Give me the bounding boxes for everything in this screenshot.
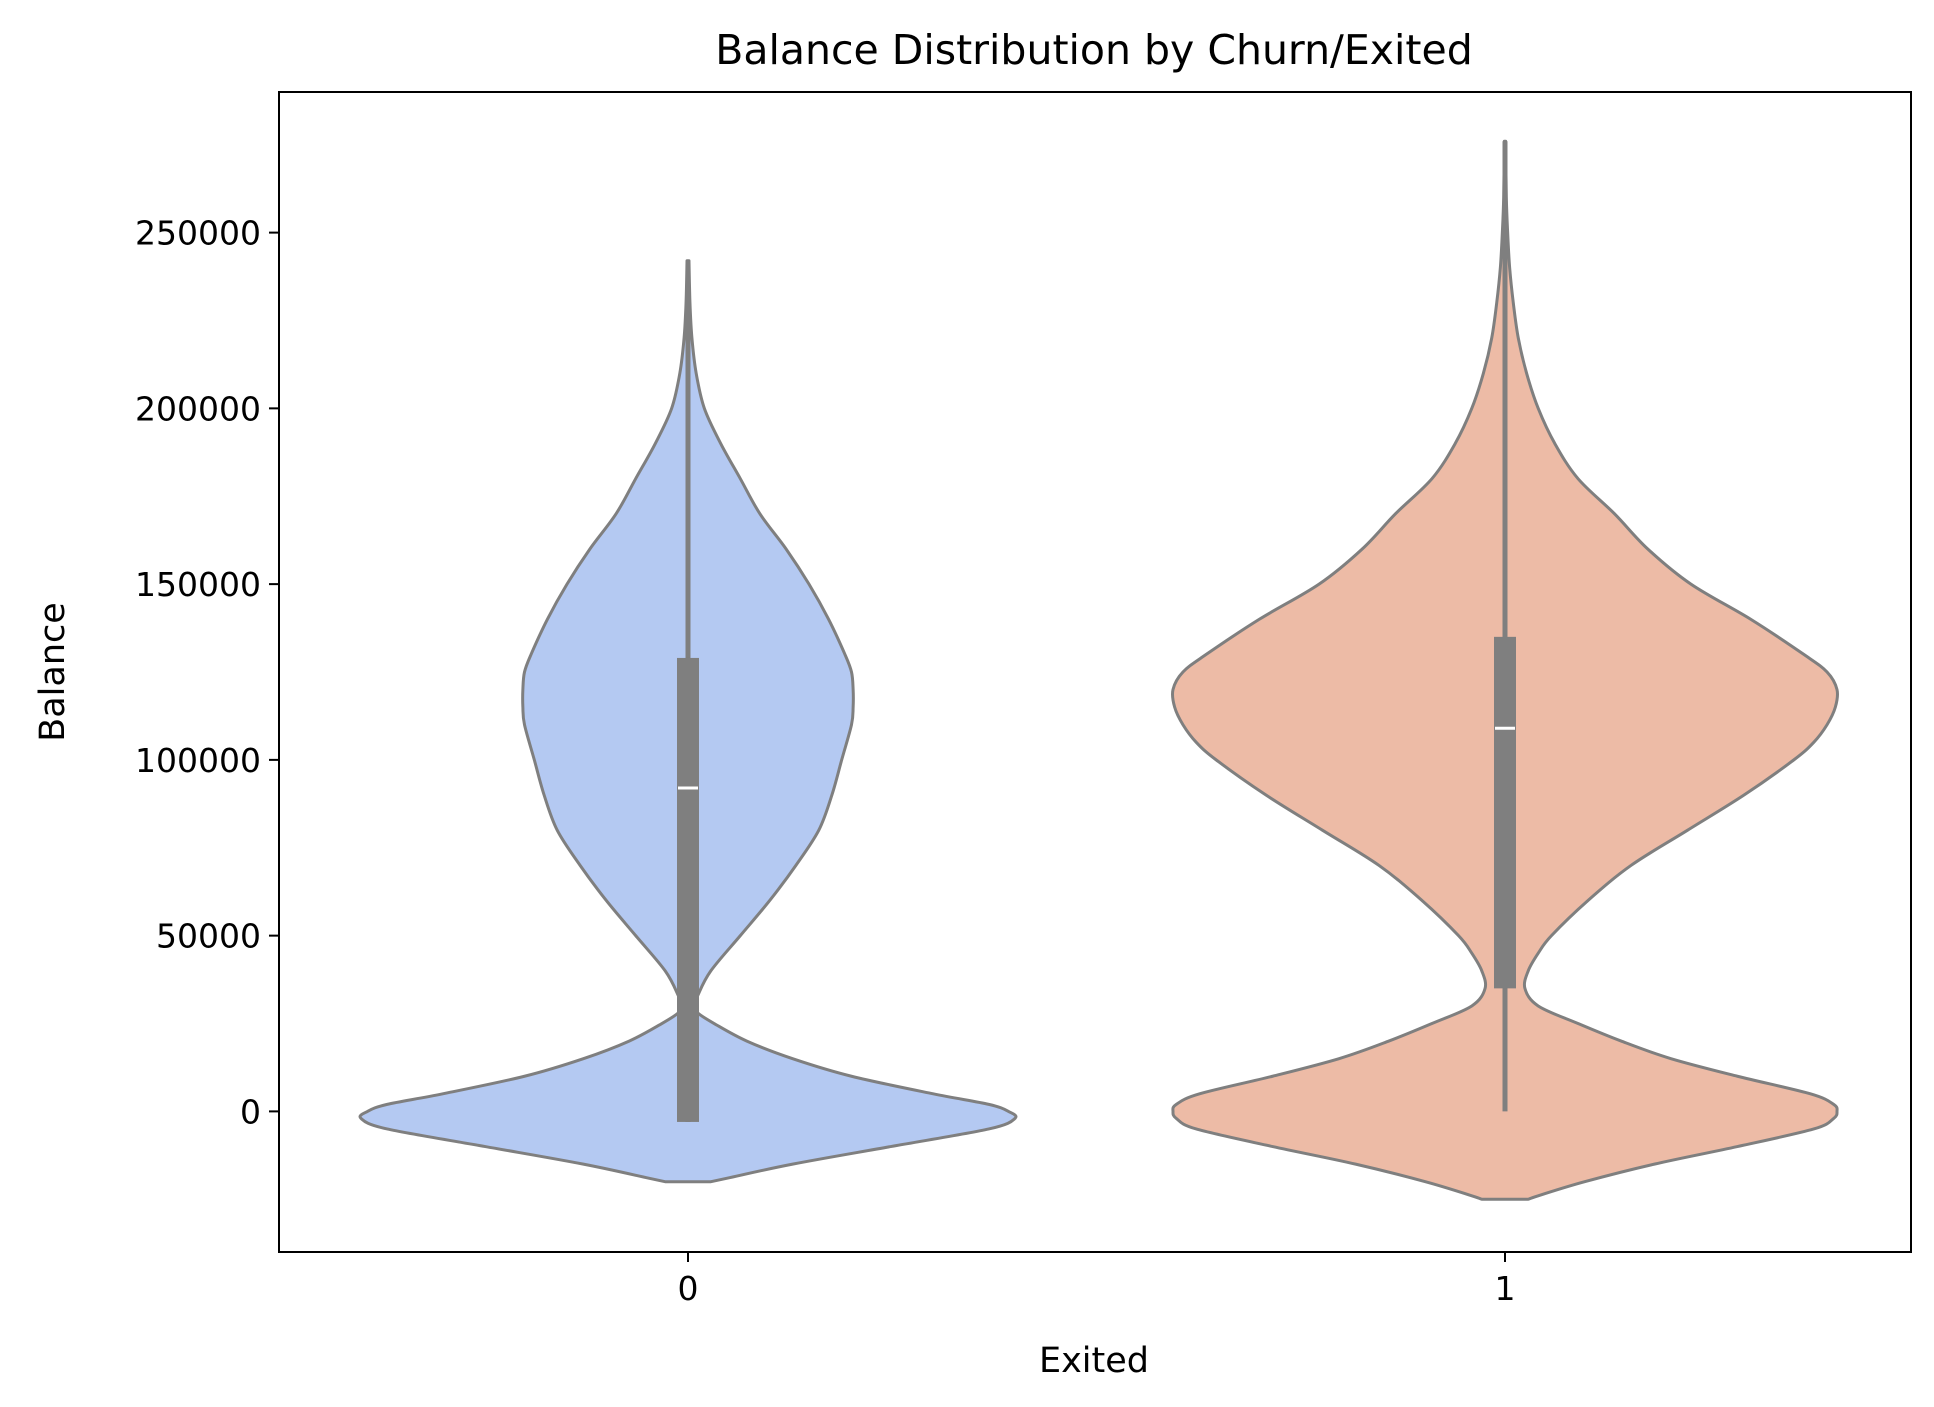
y-tick-label: 150000	[135, 565, 261, 604]
y-tick-label: 250000	[135, 214, 261, 253]
chart-title: Balance Distribution by Churn/Exited	[715, 26, 1473, 74]
violin-iqr-box-1	[1494, 636, 1516, 989]
y-axis-label: Balance	[33, 602, 73, 742]
plot-area	[358, 139, 1840, 1201]
x-tick-label: 1	[1495, 1269, 1516, 1308]
plot-frame	[278, 91, 1912, 1253]
violin-iqr-box-0	[677, 657, 699, 1122]
violin-group-1	[1170, 139, 1840, 1201]
y-tick-label: 200000	[135, 389, 261, 428]
violin-group-0	[358, 259, 1018, 1184]
y-tick-label: 0	[240, 1092, 261, 1131]
y-axis: 0 50000 100000 150000 200000 250000	[135, 214, 279, 1131]
y-tick-label: 100000	[135, 741, 261, 780]
x-axis-label: Exited	[1039, 1341, 1149, 1381]
x-tick-label: 0	[678, 1269, 699, 1308]
y-tick-label: 50000	[156, 917, 261, 956]
